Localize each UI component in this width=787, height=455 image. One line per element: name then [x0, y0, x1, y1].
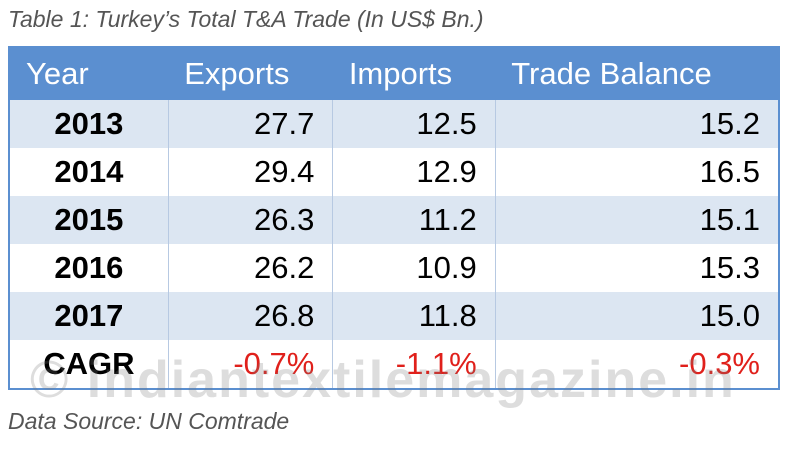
cell: 11.2	[332, 196, 496, 244]
cell: 15.1	[494, 196, 779, 244]
cell: 29.4	[167, 148, 333, 196]
row-label: 2013	[9, 100, 169, 148]
cell: 15.3	[494, 244, 779, 292]
table-row: 2017 26.8 11.8 15.0	[9, 292, 779, 340]
watermark: © indiantextilemagazine.in	[30, 351, 736, 409]
row-label: 2014	[9, 148, 169, 196]
caption: Table 1: Turkey’s Total T&A Trade (In US…	[8, 6, 484, 32]
table-row: CAGR -0.7% -1.1% -0.3%	[9, 340, 779, 389]
cell: 10.9	[332, 244, 496, 292]
source: Data Source: UN Comtrade	[8, 408, 290, 434]
header-cell: Year	[9, 47, 169, 100]
table: Year Exports Imports Trade Balance 2013 27.7…	[8, 46, 780, 390]
cell: 16.5	[494, 148, 779, 196]
cell: 15.0	[494, 292, 779, 340]
cell: 26.8	[167, 292, 333, 340]
table-row: 2014 29.4 12.9 16.5	[9, 148, 779, 196]
cell: 12.9	[332, 148, 496, 196]
cell: 12.5	[332, 100, 496, 148]
header-row: Year Exports Imports Trade Balance	[9, 47, 779, 100]
header-cell: Imports	[332, 47, 496, 100]
cell: 26.3	[167, 196, 333, 244]
table-body: 2013 27.7 12.5 15.2 2014 29.4 12.9 16.5 2015 26.3…	[9, 100, 779, 389]
header-cell: Trade Balance	[495, 47, 779, 100]
table-row: 2015 26.3 11.2 15.1	[9, 196, 779, 244]
cell: 15.2	[494, 100, 779, 148]
cell: 27.7	[167, 100, 333, 148]
cell: 26.2	[167, 244, 333, 292]
header-cell: Exports	[168, 47, 333, 100]
cell: 11.8	[332, 292, 496, 340]
cell: -1.1%	[332, 340, 496, 389]
cell: -0.3%	[494, 340, 779, 389]
table-row: 2013 27.7 12.5 15.2	[9, 100, 779, 148]
row-label: 2015	[9, 196, 169, 244]
row-label: 2017	[9, 292, 169, 340]
cell: -0.7%	[167, 340, 333, 389]
row-label: CAGR	[9, 340, 169, 389]
row-label: 2016	[9, 244, 169, 292]
table-row: 2016 26.2 10.9 15.3	[9, 244, 779, 292]
